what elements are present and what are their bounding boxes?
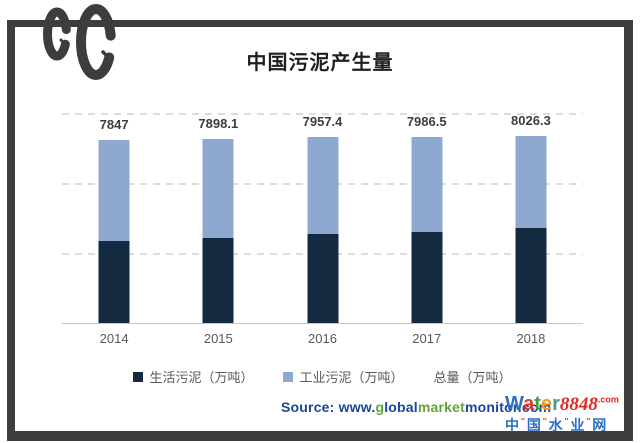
source-seg-monitor: monitor.com: [465, 399, 552, 415]
stacked-bar-2014: [98, 139, 130, 323]
total-label-2018: 8026.3: [511, 112, 551, 128]
watermark-tick-mark: '': [564, 417, 569, 426]
legend-label-total: 总量（万吨）: [433, 370, 512, 385]
x-axis-label-2015: 2015: [203, 331, 233, 346]
source-prefix: Source: www.: [281, 399, 376, 415]
watermark-cn-char: 水: [548, 417, 563, 433]
source-seg-market: market: [417, 399, 466, 415]
segment-domestic-2014: [98, 241, 130, 323]
segment-industrial-2018: [515, 135, 547, 228]
x-axis-label-2017: 2017: [412, 331, 442, 346]
watermark-letter-W: W: [505, 393, 524, 415]
watermark-letter-a: a: [523, 393, 535, 415]
source-seg-g: g: [375, 399, 385, 415]
total-label-2016: 7957.4: [302, 114, 343, 130]
legend-swatch-domestic: [133, 371, 144, 382]
plot-area: 7847 7898.1 7957.4 7986.5 8026.3: [62, 113, 583, 324]
stacked-bar-2015: [202, 138, 234, 323]
bar-slot-2015: 7898.1: [166, 113, 270, 323]
total-label-2014: 7847: [99, 116, 129, 132]
stacked-bar-2016: [307, 137, 338, 323]
source-seg-lobal: lobal: [384, 399, 418, 415]
segment-domestic-2016: [307, 234, 338, 323]
gridline-9000: [62, 113, 583, 115]
watermark-dotcom: .com: [597, 394, 619, 405]
total-label-2015: 7898.1: [198, 115, 239, 131]
segment-domestic-2018: [515, 228, 547, 323]
segment-industrial-2015: [202, 138, 234, 238]
x-axis-label-2018: 2018: [516, 331, 546, 346]
watermark-cn-char: 国: [526, 417, 541, 433]
legend-item-total: 总量（万吨）: [434, 367, 512, 386]
watermark-tick-mark: '': [521, 417, 525, 426]
watermark-chinese-name: 中 '' 国 '' 水 '' 业 '' 网: [505, 417, 640, 433]
legend-label-industrial: 工业污泥（万吨）: [299, 370, 404, 385]
watermark-letter-t: t: [534, 393, 541, 415]
bar-slot-2014: 7847: [62, 113, 166, 323]
stacked-bar-2017: [411, 136, 443, 323]
watermark-word: Water8848.com: [505, 394, 640, 414]
bar-slot-2018: 8026.3: [479, 113, 583, 323]
x-axis-labels: 2014 2015 2016 2017 2018: [62, 331, 583, 346]
legend-label-domestic: 生活污泥（万吨）: [149, 370, 254, 385]
watermark-cn-char: 中: [505, 417, 519, 433]
watermark-cn-char: 业: [570, 417, 585, 433]
source-link[interactable]: Source: www.globalmarketmonitor.com: [281, 399, 551, 415]
watermark-letter-e: e: [540, 393, 553, 415]
x-axis-label-2014: 2014: [99, 331, 129, 346]
segment-industrial-2016: [307, 137, 338, 234]
stacked-bar-2018: [515, 135, 547, 323]
bar-slot-2016: 7957.4: [270, 113, 374, 323]
legend-item-domestic-sludge: 生活污泥（万吨）: [133, 367, 253, 386]
segment-industrial-2017: [411, 136, 443, 232]
segment-industrial-2014: [98, 139, 130, 241]
legend-swatch-industrial: [283, 371, 294, 382]
total-label-2017: 7986.5: [406, 113, 447, 129]
bar-slot-2017: 7986.5: [375, 113, 479, 323]
paper-clip-decoration: [43, 4, 116, 80]
watermark-water8848: Water8848.com 中 '' 国 '' 水 '' 业 '' 网: [505, 394, 640, 432]
legend-item-industrial-sludge: 工业污泥（万吨）: [283, 367, 404, 386]
x-axis-label-2016: 2016: [308, 331, 337, 346]
watermark-water-letters: Water: [505, 393, 560, 415]
watermark-letter-r: r: [552, 393, 560, 415]
segment-domestic-2015: [202, 238, 234, 323]
legend: 生活污泥（万吨） 工业污泥（万吨） 总量（万吨）: [62, 367, 583, 386]
watermark-tick-mark: '': [586, 417, 591, 426]
watermark-tick-mark: '': [542, 417, 547, 426]
segment-domestic-2017: [411, 232, 443, 323]
chart-title: 中国污泥产生量: [246, 52, 394, 74]
watermark-cn-char: 网: [592, 417, 607, 433]
watermark-number: 8848: [559, 394, 598, 415]
